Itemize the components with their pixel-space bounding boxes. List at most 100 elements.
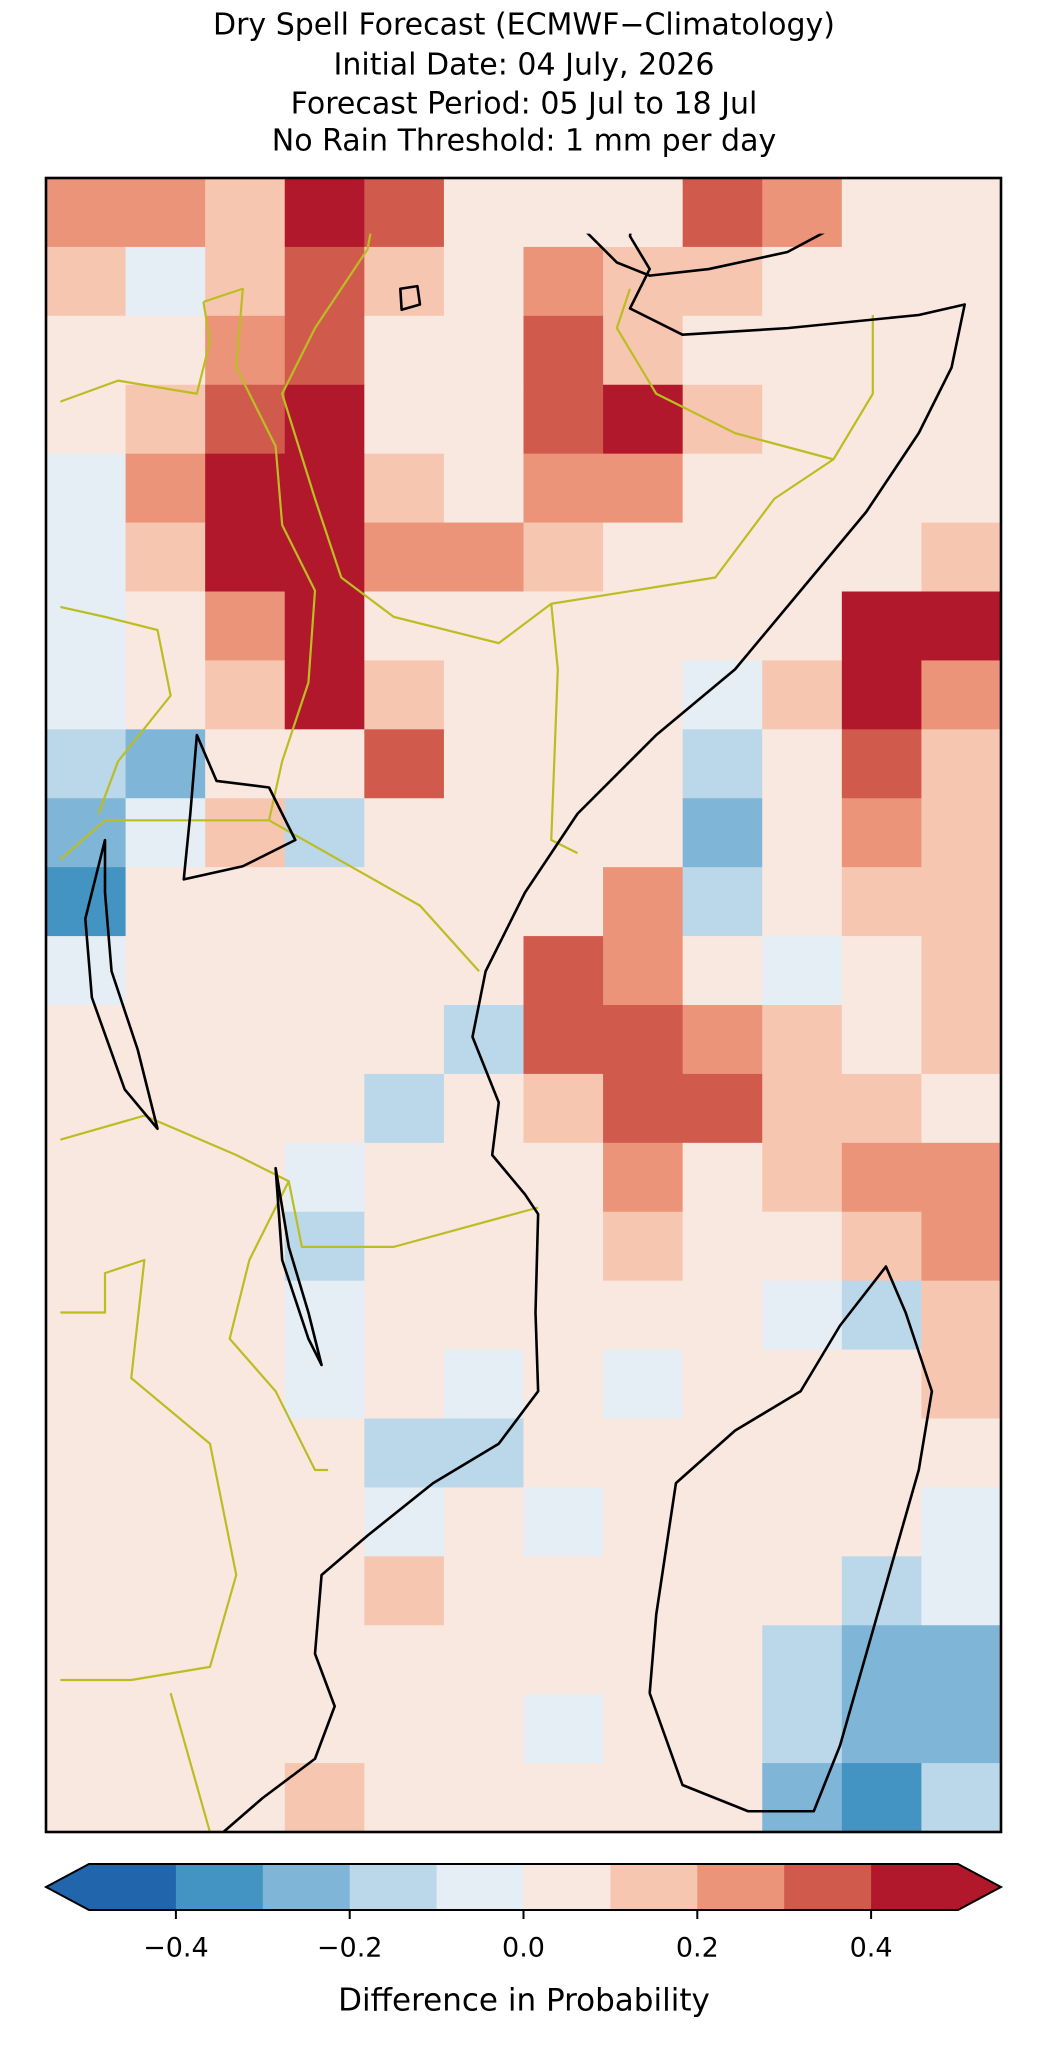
chart-title: Dry Spell Forecast (ECMWF−Climatology) <box>213 8 835 43</box>
heat-cell <box>603 660 684 730</box>
colorbar-segment <box>610 1864 698 1910</box>
colorbar-tick-label: −0.2 <box>317 1933 383 1964</box>
heat-cell <box>125 246 206 317</box>
heat-cell <box>443 798 525 868</box>
heat-cell <box>443 246 525 317</box>
heat-cell <box>46 1142 127 1213</box>
heat-cell <box>682 660 763 730</box>
heat-cell <box>523 1142 604 1213</box>
heat-cell <box>284 729 365 799</box>
heat-cell <box>205 798 286 868</box>
heat-cell <box>762 1073 843 1144</box>
heat-cell <box>682 1211 763 1282</box>
heat-cell <box>841 178 923 248</box>
heat-cell <box>125 1211 206 1282</box>
heat-cell <box>762 1625 843 1695</box>
heat-cell <box>603 315 684 386</box>
heat-cell <box>841 1142 923 1213</box>
heat-cell <box>762 729 843 799</box>
heat-cell <box>603 1349 684 1420</box>
heat-cell <box>682 246 763 317</box>
heat-cell <box>364 178 445 248</box>
heat-cell <box>125 453 206 524</box>
heat-cell <box>682 1349 763 1420</box>
heat-cell <box>364 1073 445 1144</box>
heat-cell <box>364 1280 445 1351</box>
heat-cell <box>921 1625 1002 1695</box>
heat-cell <box>921 1005 1002 1075</box>
heat-cell <box>364 1625 445 1695</box>
heat-cell <box>841 1694 923 1764</box>
heat-cell <box>284 178 365 248</box>
heat-cell <box>682 1073 763 1144</box>
heat-cell <box>364 384 445 455</box>
heat-cell <box>443 1280 525 1351</box>
heat-cell <box>682 1280 763 1351</box>
heat-cell <box>205 1763 286 1833</box>
heat-cell <box>603 1005 684 1075</box>
heat-cell <box>125 936 206 1006</box>
heat-cell <box>205 1418 286 1489</box>
heat-cell <box>205 591 286 662</box>
colorbar-segment <box>523 1864 611 1910</box>
heat-cell <box>762 1211 843 1282</box>
heat-cell <box>284 1142 365 1213</box>
heat-cell <box>46 798 127 868</box>
heat-cell <box>125 1005 206 1075</box>
heat-cell <box>762 867 843 937</box>
heat-cell <box>364 1142 445 1213</box>
heat-cell <box>46 1625 127 1695</box>
heat-cell <box>841 867 923 937</box>
heat-cell <box>841 522 923 593</box>
heat-cell <box>682 315 763 386</box>
colorbar-segment <box>349 1864 438 1910</box>
heat-cell <box>443 315 525 386</box>
heat-cell <box>762 178 843 248</box>
heat-cell <box>46 178 127 248</box>
heat-cell <box>205 1280 286 1351</box>
heat-cell <box>762 1349 843 1420</box>
heat-cell <box>682 453 763 524</box>
colorbar-tick-label: −0.4 <box>143 1933 209 1964</box>
heat-cell <box>443 1625 525 1695</box>
heat-cell <box>46 729 127 799</box>
heat-cell <box>841 1418 923 1489</box>
colorbar-tick-label: 0.4 <box>850 1933 893 1964</box>
heat-cell <box>523 522 604 593</box>
chart-subtitle: Initial Date: 04 July, 2026 <box>334 48 715 83</box>
heat-cell <box>603 1280 684 1351</box>
heat-cell <box>603 453 684 524</box>
heat-cell <box>364 660 445 730</box>
heat-cell <box>523 660 604 730</box>
heat-cell <box>125 1625 206 1695</box>
heat-cell <box>443 453 525 524</box>
heat-cell <box>443 1073 525 1144</box>
heat-cell <box>682 1418 763 1489</box>
heat-cell <box>46 1487 127 1557</box>
heat-cell <box>762 384 843 455</box>
heat-cell <box>523 591 604 662</box>
heat-cell <box>841 384 923 455</box>
heat-cell <box>46 1280 127 1351</box>
heat-cell <box>921 1211 1002 1282</box>
heat-cell <box>921 384 1002 455</box>
heat-cell <box>205 384 286 455</box>
heat-cell <box>284 1625 365 1695</box>
heat-cell <box>921 1142 1002 1213</box>
heat-cell <box>523 1418 604 1489</box>
heat-cell <box>125 1142 206 1213</box>
heat-cell <box>921 798 1002 868</box>
heat-cell <box>841 246 923 317</box>
heat-cell <box>205 522 286 593</box>
heat-cell <box>682 729 763 799</box>
heat-cell <box>46 1349 127 1420</box>
heat-cell <box>205 1625 286 1695</box>
heat-cell <box>284 591 365 662</box>
colorbar-segment <box>175 1864 264 1910</box>
heat-cell <box>603 1211 684 1282</box>
heat-cell <box>125 1556 206 1626</box>
heat-cell <box>364 867 445 937</box>
heat-cell <box>205 1142 286 1213</box>
heat-cell <box>841 1556 923 1626</box>
heat-cell <box>284 1763 365 1833</box>
